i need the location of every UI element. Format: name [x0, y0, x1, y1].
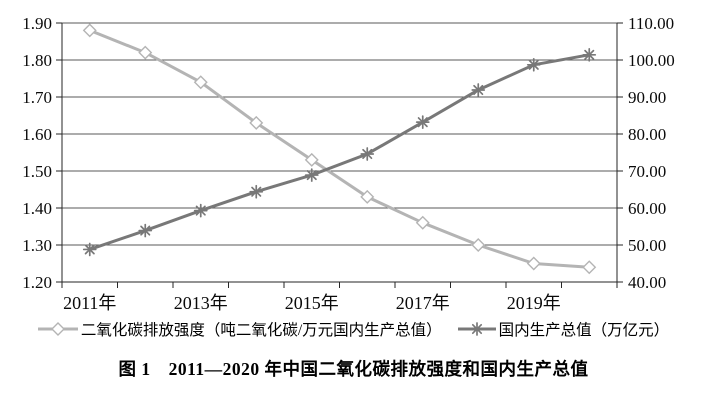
left-axis-label: 1.70 [22, 88, 52, 107]
figure-co2-gdp: 1.20 40.00 1.30 50.00 1.40 60.00 1.50 70.00 1.60… [0, 14, 707, 379]
diamond-marker [471, 238, 486, 252]
chart-legend: 二氧化碳排放强度（吨二氧化碳/万元国内生产总值） 国内生产总值（万亿元） [0, 318, 707, 340]
star-marker [469, 322, 484, 336]
star-marker-icon [457, 322, 496, 336]
left-axis-label: 1.80 [22, 51, 52, 70]
right-axis-label: 70.00 [628, 162, 666, 181]
gdp-line [88, 53, 591, 251]
diamond-marker [249, 115, 264, 130]
diamond-marker [304, 152, 319, 167]
x-axis-label: 2015年 [285, 293, 339, 313]
right-axis-label: 80.00 [628, 125, 666, 144]
legend-item-co2-intensity: 二氧化碳排放强度（吨二氧化碳/万元国内生产总值） [37, 318, 442, 340]
x-axis-label: 2019年 [507, 293, 561, 313]
star-marker [304, 168, 319, 182]
line-chart: 1.20 40.00 1.30 50.00 1.40 60.00 1.50 70.00 1.60… [22, 14, 675, 313]
right-axis-label: 100.00 [628, 51, 675, 70]
left-axis-label: 1.50 [22, 162, 52, 181]
right-axis-label: 60.00 [628, 199, 666, 218]
co2-intensity-line [88, 28, 591, 269]
star-marker [82, 242, 97, 257]
star-marker [193, 203, 208, 218]
legend-label-co2: 二氧化碳排放强度（吨二氧化碳/万元国内生产总值） [80, 322, 442, 339]
diamond-marker [82, 23, 97, 38]
diamond-marker [582, 260, 597, 275]
x-axis-label: 2011年 [63, 293, 116, 313]
diamond-marker [360, 189, 375, 204]
star-marker [526, 57, 541, 72]
star-marker [471, 83, 486, 97]
right-axis-label: 40.00 [628, 273, 666, 292]
diamond-marker-icon [37, 322, 78, 336]
left-axis-label: 1.60 [22, 125, 52, 144]
diamond-marker [526, 256, 541, 271]
right-axis-label: 90.00 [628, 88, 666, 107]
legend-item-gdp: 国内生产总值（万亿元） [457, 318, 670, 340]
left-axis-label: 1.40 [22, 199, 52, 218]
figure-caption: 图 1 2011—2020 年中国二氧化碳排放强度和国内生产总值 [118, 359, 589, 379]
left-axis-label: 1.30 [22, 236, 52, 255]
star-marker [582, 47, 597, 62]
left-axis-label: 1.20 [22, 273, 52, 292]
star-marker [360, 147, 375, 161]
right-axis-label: 110.00 [628, 14, 674, 33]
right-axis-label: 50.00 [628, 236, 666, 255]
left-axis-label: 1.90 [22, 14, 52, 33]
diamond-marker [138, 45, 153, 60]
legend-label-gdp: 国内生产总值（万亿元） [498, 322, 670, 339]
diamond-marker [193, 75, 208, 90]
diamond-marker [50, 322, 65, 336]
star-marker [415, 115, 430, 130]
x-axis-label: 2017年 [396, 293, 450, 313]
x-axis-label: 2013年 [174, 293, 228, 313]
star-marker [138, 223, 153, 238]
star-marker [249, 184, 264, 199]
diamond-marker [415, 215, 430, 230]
